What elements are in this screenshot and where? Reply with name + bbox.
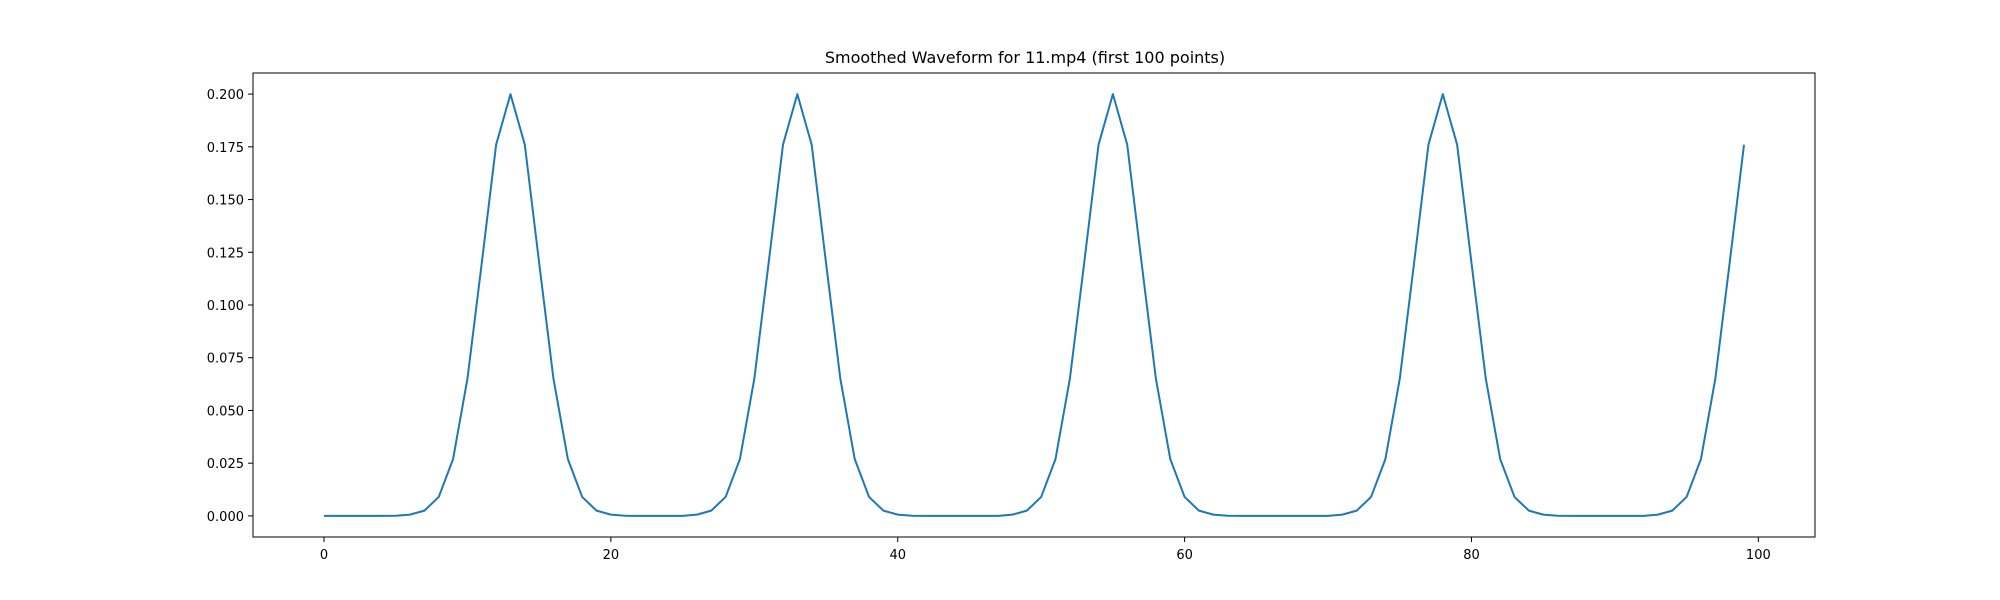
y-tick-label: 0.200 — [207, 88, 244, 103]
series-line-0 — [324, 93, 1745, 517]
y-tick-label: 0.075 — [207, 352, 244, 367]
y-tick-label: 0.000 — [207, 510, 244, 525]
chart-title: Smoothed Waveform for 11.mp4 (first 100 … — [825, 48, 1225, 67]
y-axis: 0.000 0.025 0.050 0.075 0.100 0.125 0.150 0.175… — [207, 88, 253, 525]
x-tick-label: 40 — [889, 548, 906, 563]
y-tick-label: 0.175 — [207, 141, 244, 156]
x-tick-label: 60 — [1176, 548, 1193, 563]
y-tick-label: 0.125 — [207, 246, 244, 261]
plot-area — [324, 93, 1745, 517]
y-tick-label: 0.025 — [207, 457, 244, 472]
y-tick-label: 0.150 — [207, 194, 244, 209]
y-tick-label: 0.100 — [207, 299, 244, 314]
x-axis: 0 20 40 60 80 100 — [320, 537, 1771, 563]
x-tick-label: 100 — [1746, 548, 1771, 563]
x-tick-label: 80 — [1463, 548, 1480, 563]
y-tick-label: 0.050 — [207, 404, 244, 419]
x-tick-label: 20 — [603, 548, 620, 563]
x-tick-label: 0 — [320, 548, 328, 563]
